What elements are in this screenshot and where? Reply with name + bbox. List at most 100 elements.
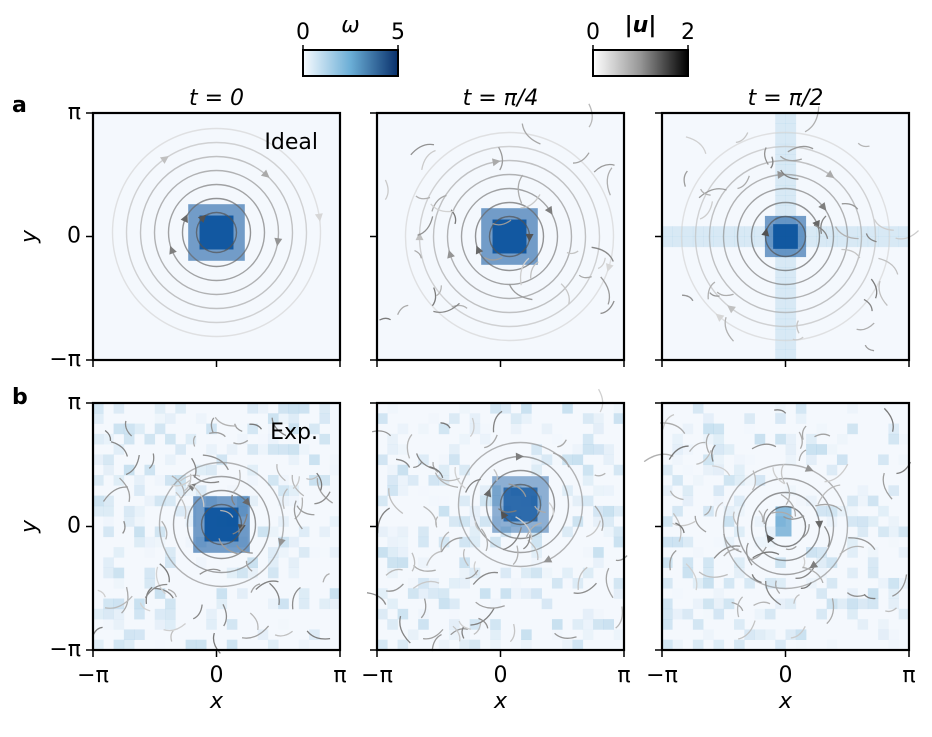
streamline — [723, 548, 739, 557]
streamline — [548, 502, 555, 516]
streamline — [885, 607, 897, 613]
streamline — [588, 103, 593, 128]
streamline — [675, 522, 685, 534]
streamline — [560, 283, 570, 305]
streamline — [153, 587, 174, 599]
vorticity-cell — [682, 608, 694, 620]
streamline — [421, 149, 436, 171]
vorticity-cell — [662, 236, 673, 248]
colorbar-tick-label: 0 — [296, 20, 310, 45]
vorticity-cell — [723, 577, 735, 589]
vorticity-cell — [775, 308, 786, 320]
streamline — [707, 281, 716, 300]
vorticity-cell — [206, 608, 217, 620]
streamline — [577, 566, 588, 590]
vorticity-cell — [521, 567, 532, 579]
vorticity-cell — [898, 236, 910, 248]
vorticity-cell — [288, 485, 300, 496]
colorbar — [302, 49, 399, 77]
vorticity-cell — [816, 547, 827, 558]
vorticity-cell — [521, 639, 532, 651]
streamline — [643, 453, 674, 463]
streamline — [751, 470, 757, 491]
vorticity-cell — [888, 629, 899, 640]
panel — [660, 106, 919, 362]
vorticity-cell — [144, 567, 156, 579]
streamline — [694, 145, 877, 328]
vorticity-cell — [185, 485, 197, 496]
streamline — [672, 520, 697, 527]
streamline — [274, 630, 293, 637]
vorticity-cell — [438, 588, 450, 599]
vorticity-cell — [397, 608, 409, 620]
vorticity-cell — [826, 577, 838, 589]
vorticity-cell — [703, 413, 714, 424]
vorticity-cell — [662, 639, 673, 651]
vorticity-cell — [267, 444, 279, 455]
streamline — [493, 468, 498, 482]
streamline-arrow — [727, 305, 736, 314]
vorticity-cell — [754, 226, 766, 237]
y-axis-label: y — [17, 229, 42, 244]
vorticity-cell — [257, 629, 269, 641]
streamline — [218, 538, 239, 555]
vorticity-cell — [785, 267, 797, 278]
vorticity-cell — [806, 236, 817, 248]
vorticity-cell — [490, 403, 501, 414]
vorticity-cell — [826, 505, 838, 517]
vorticity-cell — [267, 413, 279, 424]
vorticity-cell — [449, 629, 460, 641]
vorticity-cell — [298, 526, 310, 538]
vorticity-cell — [785, 257, 797, 268]
vorticity-cell — [836, 505, 848, 517]
vorticity-cell — [888, 640, 899, 651]
vorticity-cell — [165, 475, 176, 486]
streamline — [801, 425, 807, 440]
vorticity-cell — [713, 423, 725, 435]
vorticity-cell — [298, 598, 310, 610]
vorticity-cell — [247, 557, 258, 568]
streamline — [175, 491, 187, 520]
streamline — [195, 211, 238, 254]
vorticity-cell — [103, 433, 114, 445]
streamline — [440, 537, 463, 553]
vorticity-cell — [888, 577, 900, 589]
vorticity-cell — [459, 516, 470, 527]
vorticity-cell — [237, 567, 248, 579]
vorticity-cell — [878, 619, 889, 630]
vorticity-cell — [531, 526, 542, 538]
vorticity-cell — [541, 454, 553, 466]
vorticity-cell — [377, 547, 388, 558]
colorbar-tick-label: 2 — [681, 20, 695, 45]
vorticity-cell — [775, 403, 786, 414]
vorticity-cell — [734, 236, 745, 248]
vorticity-cell — [723, 236, 735, 248]
vorticity-cell — [521, 413, 532, 424]
vorticity-cell — [562, 567, 573, 579]
vorticity-cell — [713, 454, 725, 466]
vorticity-cell — [309, 547, 320, 558]
vorticity-cell — [723, 598, 735, 610]
vorticity-cell — [775, 639, 786, 651]
vorticity-cell — [113, 577, 125, 589]
vorticity-cell — [703, 577, 714, 589]
streamline — [662, 413, 675, 430]
vorticity-cell — [682, 226, 694, 237]
streamline — [293, 500, 303, 530]
streamline — [572, 152, 590, 164]
vorticity-cell — [408, 578, 419, 589]
vorticity-cell — [459, 609, 470, 620]
streamline — [713, 545, 741, 559]
x-axis-label: x — [778, 689, 793, 714]
vorticity-cell — [593, 557, 604, 568]
streamline-arrow — [515, 452, 524, 461]
vorticity-cell — [734, 567, 745, 579]
vorticity-cell — [329, 588, 341, 599]
streamline — [413, 461, 423, 468]
streamline — [779, 155, 803, 162]
vorticity-cell — [837, 434, 848, 445]
streamline — [711, 444, 716, 462]
vorticity-cell — [867, 598, 879, 610]
streamline — [430, 203, 455, 213]
vorticity-cell — [257, 526, 269, 538]
